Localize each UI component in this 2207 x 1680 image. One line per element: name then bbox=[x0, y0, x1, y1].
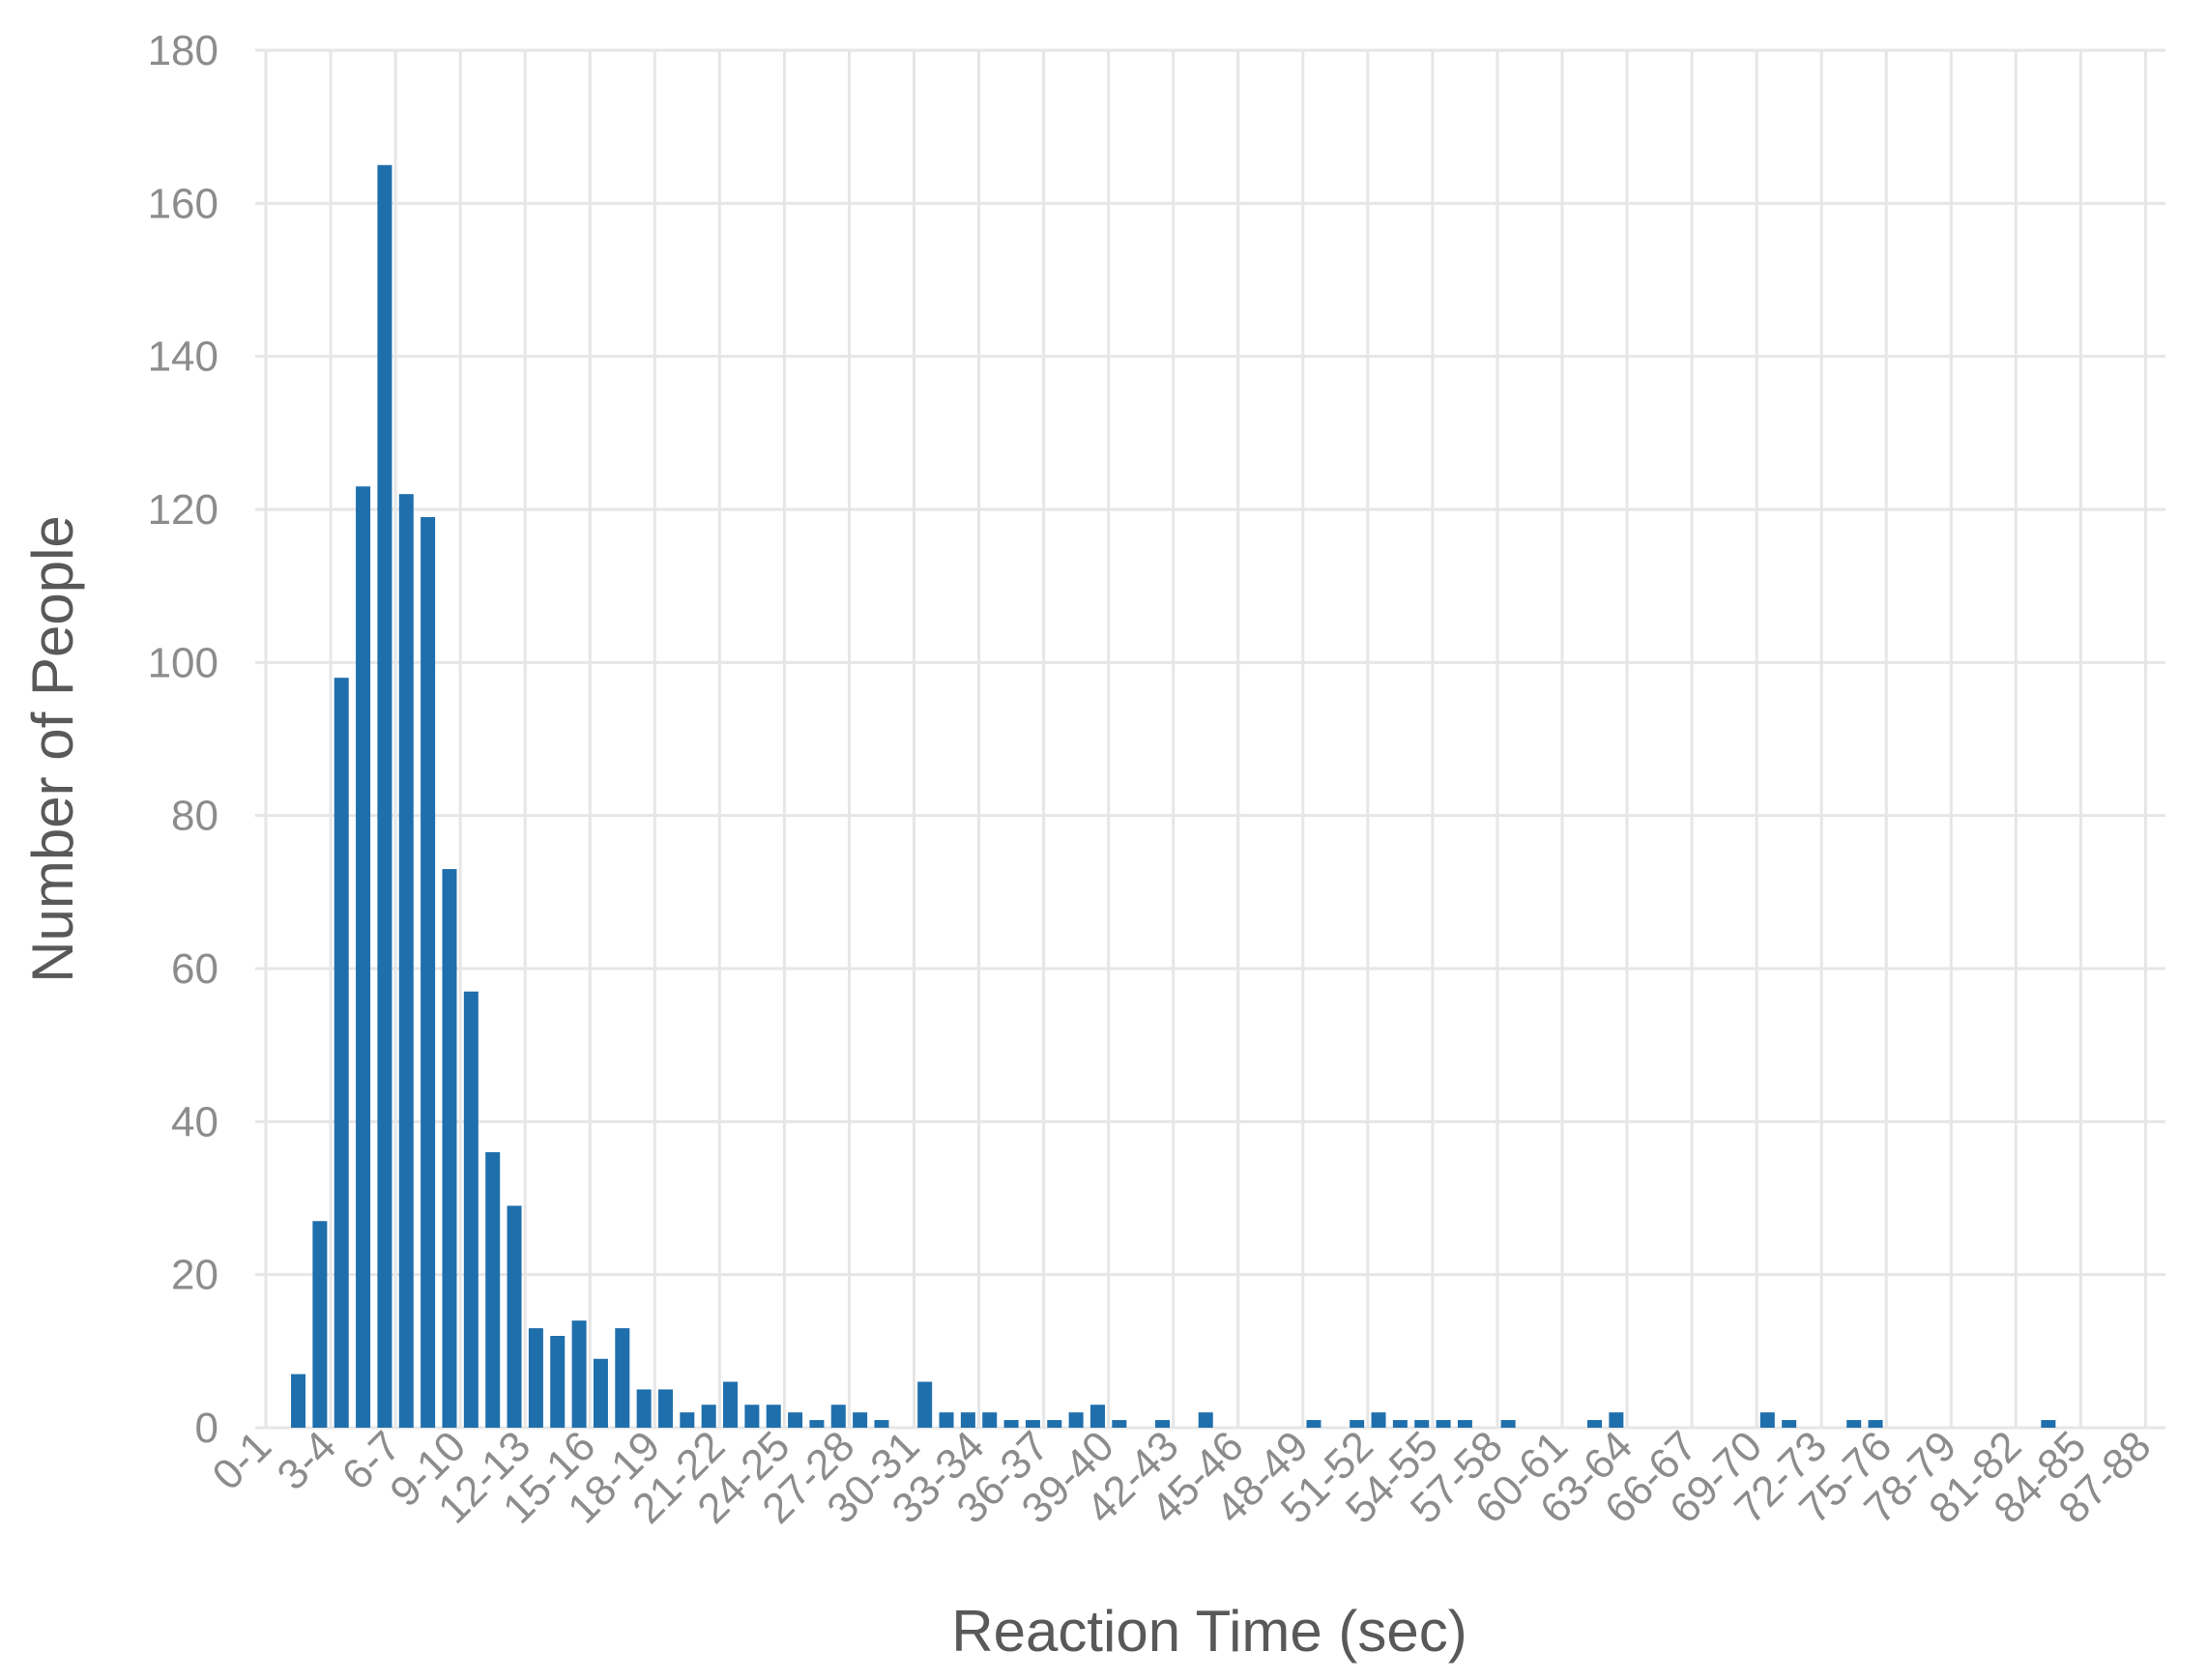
bar-32-33 bbox=[960, 1412, 975, 1428]
bar-12-13 bbox=[528, 1328, 543, 1428]
bar-6-7 bbox=[398, 494, 414, 1429]
y-tick-label: 180 bbox=[148, 27, 218, 74]
bar-82-83 bbox=[2041, 1420, 2056, 1428]
y-tick-label: 160 bbox=[148, 180, 218, 227]
bar-11-12 bbox=[507, 1205, 522, 1428]
bar-2-3 bbox=[312, 1221, 328, 1428]
y-tick-label: 20 bbox=[171, 1252, 218, 1299]
bar-38-39 bbox=[1089, 1405, 1105, 1428]
bar-20-21 bbox=[701, 1405, 716, 1428]
bar-52-53 bbox=[1392, 1420, 1408, 1428]
bar-17-18 bbox=[636, 1389, 652, 1428]
bar-48-49 bbox=[1306, 1420, 1321, 1428]
bar-35-36 bbox=[1025, 1420, 1040, 1428]
bar-14-15 bbox=[571, 1320, 587, 1428]
grid-layer bbox=[255, 48, 2165, 1430]
y-tick-label: 140 bbox=[148, 333, 218, 381]
bar-34-35 bbox=[1003, 1420, 1019, 1428]
y-tick-label: 80 bbox=[171, 793, 218, 840]
bar-22-23 bbox=[744, 1405, 760, 1428]
bar-23-24 bbox=[766, 1405, 781, 1428]
bar-33-34 bbox=[982, 1412, 998, 1428]
bar-15-16 bbox=[593, 1358, 608, 1428]
bar-41-42 bbox=[1155, 1420, 1171, 1428]
bar-57-58 bbox=[1500, 1420, 1516, 1428]
bar-43-44 bbox=[1198, 1412, 1213, 1428]
bar-7-8 bbox=[421, 516, 436, 1428]
bar-19-20 bbox=[680, 1412, 695, 1428]
bar-16-17 bbox=[615, 1328, 630, 1428]
bar-9-10 bbox=[463, 991, 479, 1428]
bar-74-75 bbox=[1868, 1420, 1883, 1428]
bar-73-74 bbox=[1846, 1420, 1862, 1428]
bar-70-71 bbox=[1782, 1420, 1797, 1428]
bar-51-52 bbox=[1371, 1412, 1386, 1428]
y-tick-label: 100 bbox=[148, 639, 218, 686]
y-tick-label: 40 bbox=[171, 1098, 218, 1145]
bar-26-27 bbox=[830, 1405, 846, 1428]
bar-5-6 bbox=[377, 164, 392, 1428]
bar-10-11 bbox=[485, 1152, 501, 1428]
bar-31-32 bbox=[939, 1412, 954, 1428]
bar-50-51 bbox=[1350, 1420, 1365, 1428]
x-axis-title: Reaction Time (sec) bbox=[951, 1599, 1467, 1664]
bar-13-14 bbox=[550, 1336, 566, 1428]
y-tick-label: 120 bbox=[148, 486, 218, 534]
y-axis-title: Number of People bbox=[20, 515, 85, 983]
bar-62-63 bbox=[1609, 1412, 1624, 1428]
bar-24-25 bbox=[788, 1412, 803, 1428]
bar-61-62 bbox=[1587, 1420, 1603, 1428]
x-tick-label: 3-4 bbox=[269, 1422, 346, 1499]
bar-21-22 bbox=[723, 1381, 739, 1428]
bar-37-38 bbox=[1068, 1412, 1084, 1428]
bar-4-5 bbox=[356, 486, 371, 1428]
bar-3-4 bbox=[334, 678, 349, 1428]
bar-39-40 bbox=[1112, 1420, 1127, 1428]
bar-69-70 bbox=[1759, 1412, 1775, 1428]
bar-28-29 bbox=[874, 1420, 889, 1428]
y-tick-label: 0 bbox=[195, 1405, 218, 1452]
bar-53-54 bbox=[1414, 1420, 1430, 1428]
bar-54-55 bbox=[1436, 1420, 1451, 1428]
bar-25-26 bbox=[809, 1420, 825, 1428]
bar-55-56 bbox=[1457, 1420, 1472, 1428]
bar-30-31 bbox=[917, 1381, 933, 1428]
bar-1-2 bbox=[291, 1374, 306, 1428]
y-tick-label: 60 bbox=[171, 945, 218, 993]
bar-27-28 bbox=[853, 1412, 868, 1428]
bar-18-19 bbox=[657, 1389, 673, 1428]
bar-36-37 bbox=[1047, 1420, 1062, 1428]
bar-layer bbox=[291, 164, 2056, 1429]
bar-8-9 bbox=[442, 869, 457, 1428]
